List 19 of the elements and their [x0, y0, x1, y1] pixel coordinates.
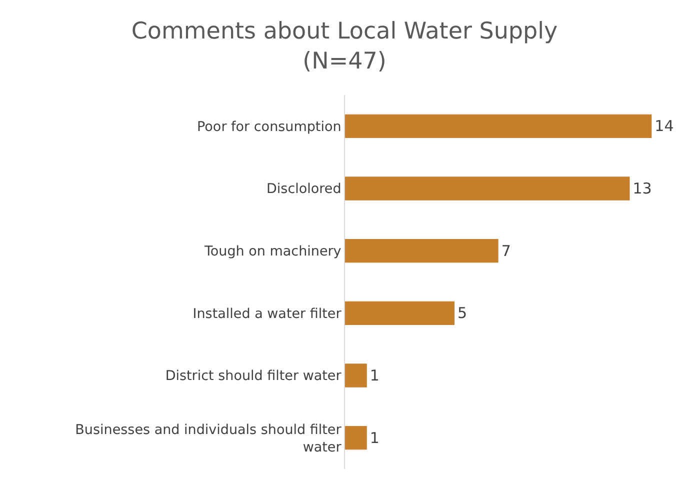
bar	[345, 238, 498, 263]
bar	[345, 114, 652, 138]
bar	[345, 364, 367, 388]
y-tick-label: District should filter water	[165, 368, 342, 384]
bar	[345, 301, 455, 326]
data-label: 1	[370, 366, 380, 384]
bar	[345, 426, 367, 450]
y-tick-label: Businesses and individuals should filter water	[75, 422, 342, 456]
data-label: 1	[370, 428, 380, 447]
y-tick-label: Disclolored	[266, 181, 342, 198]
data-label: 7	[501, 242, 511, 260]
bar	[345, 176, 630, 200]
data-label: 14	[654, 117, 674, 136]
y-tick-label: Tough on machinery	[203, 244, 342, 260]
data-label: 5	[458, 304, 468, 322]
y-tick-label: Poor for consumption	[197, 118, 342, 135]
y-tick-label: Installed a water filter	[192, 306, 342, 322]
data-label: 13	[632, 180, 652, 198]
chart-title: Comments about Local Water Supply (N=47)	[131, 18, 558, 74]
